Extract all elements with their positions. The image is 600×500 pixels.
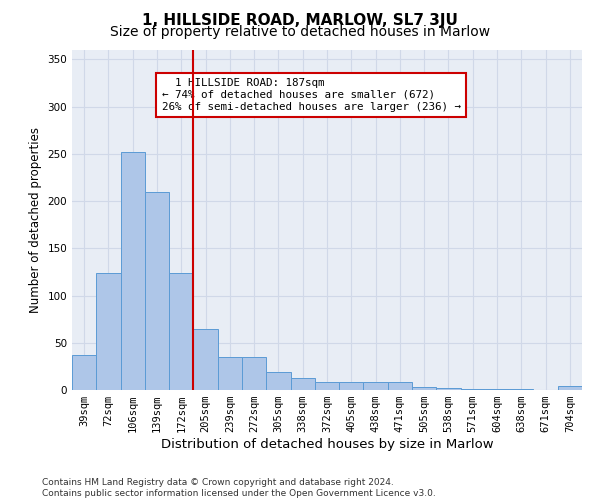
Bar — [121, 152, 145, 390]
Bar — [218, 357, 242, 390]
Bar — [485, 389, 509, 390]
Bar — [193, 328, 218, 390]
Bar — [169, 273, 193, 390]
Bar — [388, 382, 412, 390]
Bar — [315, 382, 339, 390]
Bar — [412, 387, 436, 390]
X-axis label: Distribution of detached houses by size in Marlow: Distribution of detached houses by size … — [161, 438, 493, 451]
Text: Size of property relative to detached houses in Marlow: Size of property relative to detached ho… — [110, 25, 490, 39]
Bar — [145, 192, 169, 390]
Bar — [509, 389, 533, 390]
Text: 1, HILLSIDE ROAD, MARLOW, SL7 3JU: 1, HILLSIDE ROAD, MARLOW, SL7 3JU — [142, 12, 458, 28]
Bar — [266, 372, 290, 390]
Bar — [242, 357, 266, 390]
Bar — [72, 355, 96, 390]
Bar — [290, 378, 315, 390]
Bar — [364, 382, 388, 390]
Bar — [339, 382, 364, 390]
Text: Contains HM Land Registry data © Crown copyright and database right 2024.
Contai: Contains HM Land Registry data © Crown c… — [42, 478, 436, 498]
Text: 1 HILLSIDE ROAD: 187sqm
← 74% of detached houses are smaller (672)
26% of semi-d: 1 HILLSIDE ROAD: 187sqm ← 74% of detache… — [162, 78, 461, 112]
Bar — [461, 389, 485, 390]
Bar — [558, 386, 582, 390]
Bar — [436, 388, 461, 390]
Bar — [96, 273, 121, 390]
Y-axis label: Number of detached properties: Number of detached properties — [29, 127, 42, 313]
